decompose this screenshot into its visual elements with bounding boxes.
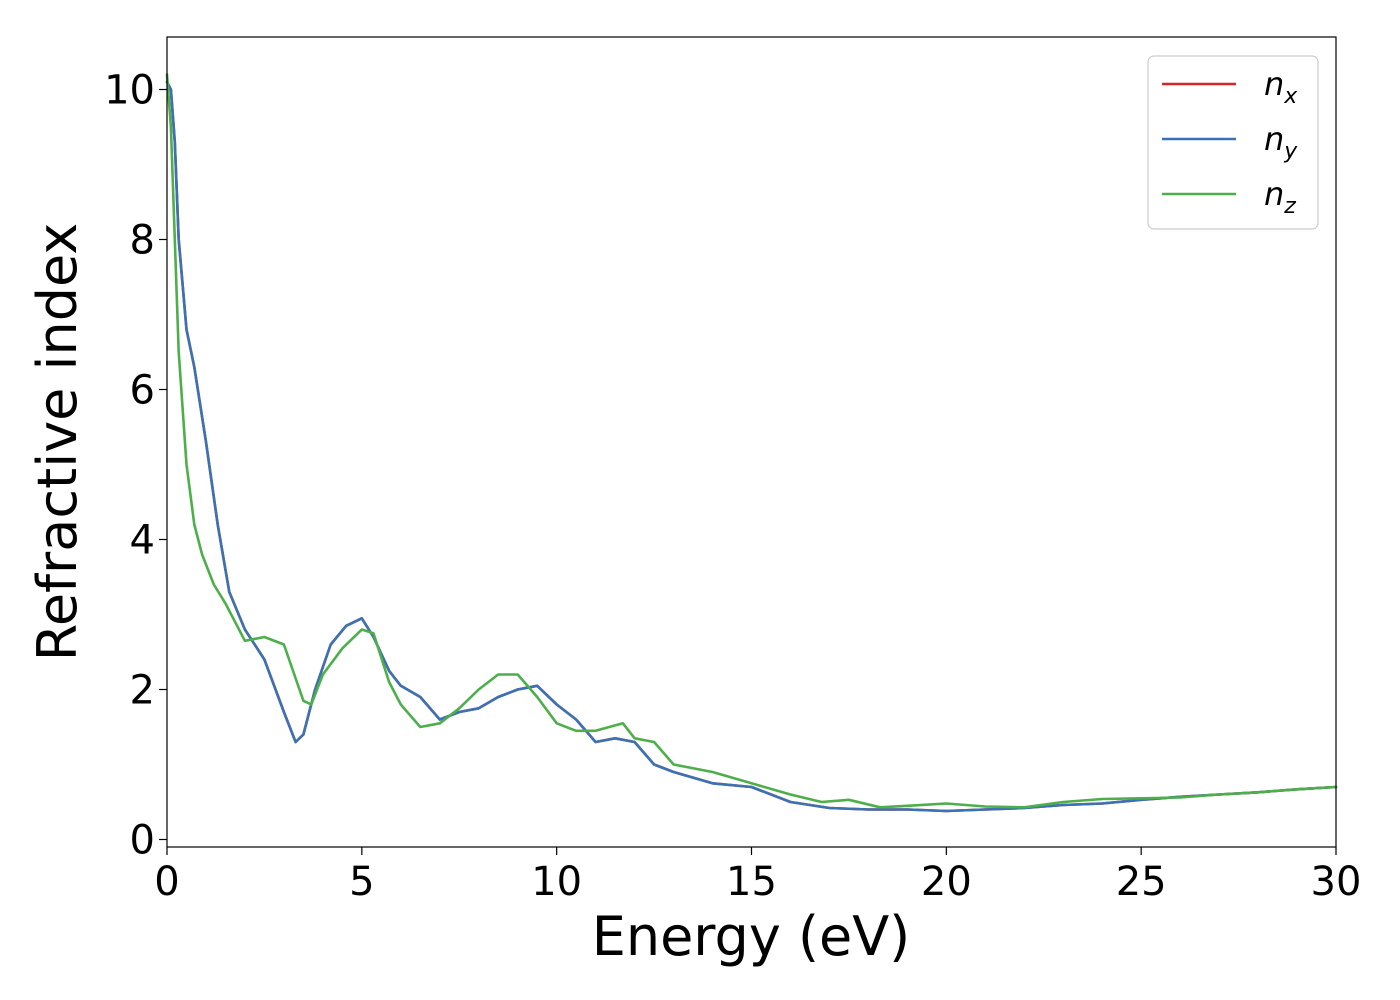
legend-label-z: nz [1264,175,1296,219]
x-axis-label: Energy (eV) [592,905,911,968]
legend: nx ny nz [1147,55,1319,230]
y-tick-label: 0 [130,818,155,864]
x-tick-label: 20 [921,859,972,905]
x-tick-label: 0 [154,859,179,905]
x-tick-label: 30 [1311,859,1362,905]
x-tick-label: 5 [349,859,374,905]
y-tick-label: 2 [130,668,155,714]
y-tick-label: 6 [130,368,155,414]
x-tick-label: 15 [726,859,777,905]
legend-label-x: nx [1264,65,1298,109]
y-tick-label: 10 [104,68,155,114]
x-axis-ticks: 0 5 10 15 20 25 30 [154,847,1361,905]
y-axis-label: Refractive index [26,223,89,662]
y-tick-label: 8 [130,218,155,264]
x-tick-label: 25 [1116,859,1167,905]
x-tick-label: 10 [531,859,582,905]
plot-series [165,73,1338,813]
y-tick-label: 4 [130,518,155,564]
series-line-y [165,80,1338,813]
y-axis-ticks: 0 2 4 6 8 10 [104,68,167,864]
legend-box [1147,55,1319,230]
legend-label-y: ny [1264,120,1298,164]
series-line-z [165,73,1338,809]
